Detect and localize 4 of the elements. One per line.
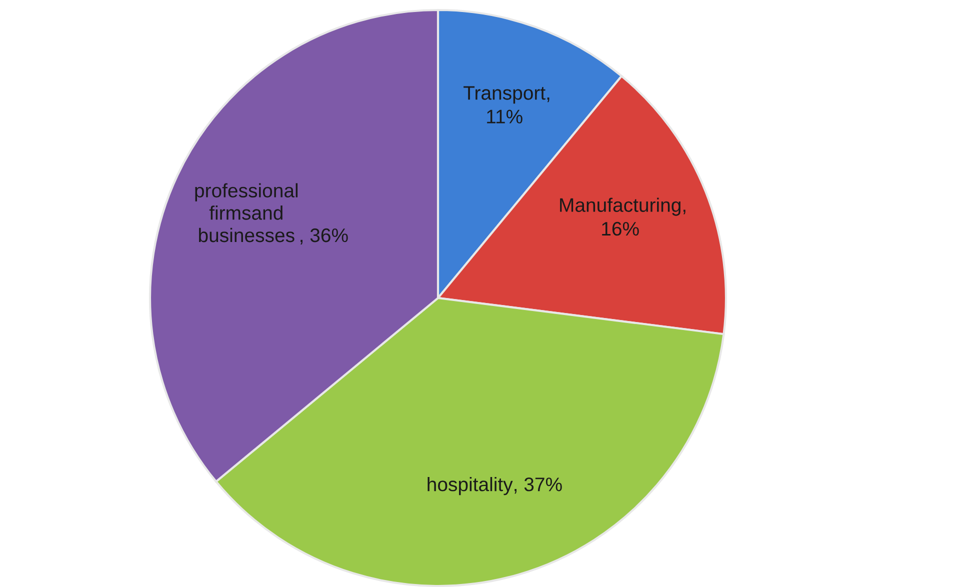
data-label: , 36% <box>300 228 348 244</box>
data-label: , 37% <box>514 478 562 494</box>
slice-label: professional firmsand businesses <box>195 183 298 242</box>
slice-label: hospitality <box>428 477 513 496</box>
